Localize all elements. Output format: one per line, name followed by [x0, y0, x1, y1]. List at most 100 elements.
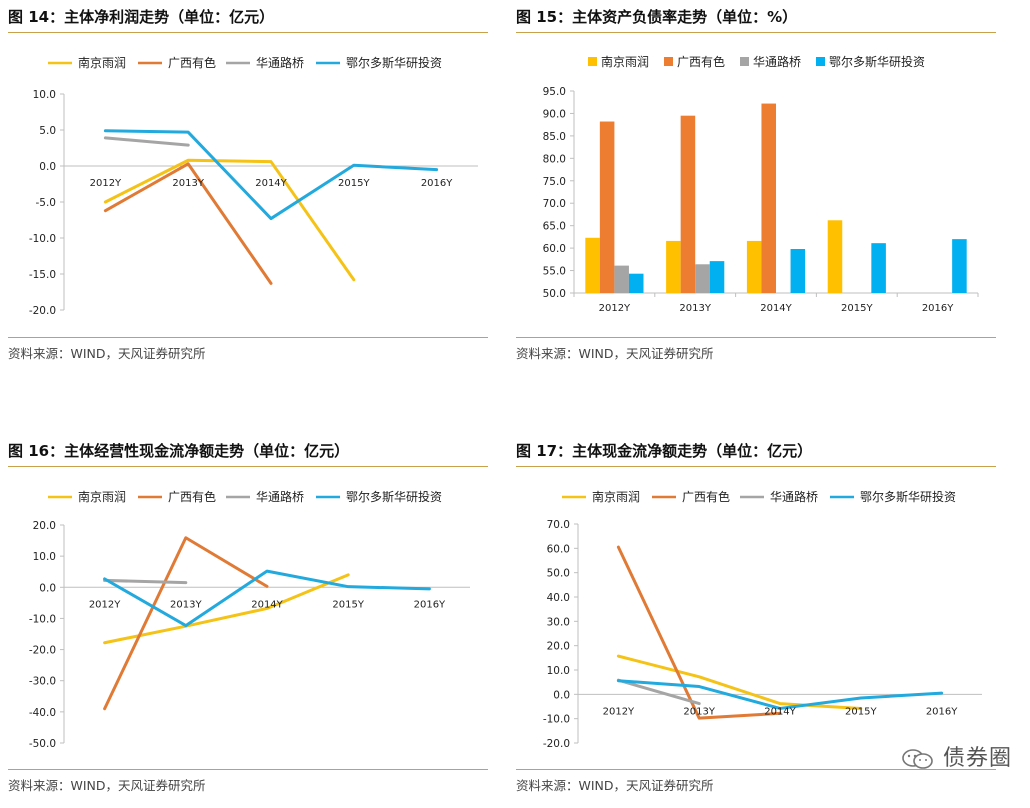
panel-fig15: 图 15：主体资产负债率走势（单位：%） 南京雨润 广西有色 华通路桥 鄂尔多斯华研投…	[516, 4, 996, 374]
y-tick-label: 65.0	[543, 221, 566, 233]
legend-label: 华通路桥	[770, 489, 818, 504]
legend-item: 南京雨润	[48, 489, 126, 504]
legend-item: 华通路桥	[226, 489, 304, 504]
panel-fig14: 图 14：主体净利润走势（单位：亿元） 南京雨润 广西有色 华通路桥 鄂尔多斯华研投资…	[8, 4, 488, 374]
legend-item: 华通路桥	[740, 489, 818, 504]
x-tick-label: 2014Y	[764, 706, 796, 717]
watermark: 债券圈	[901, 740, 1012, 772]
legend-swatch	[664, 57, 673, 66]
legend-item: 华通路桥	[226, 55, 304, 70]
y-tick-label: -20.0	[543, 738, 570, 750]
panel-title: 图 15：主体资产负债率走势（单位：%）	[516, 4, 996, 33]
x-tick-label: 2013Y	[170, 599, 202, 610]
legend-swatch	[816, 57, 825, 66]
series-line	[103, 129, 439, 221]
wechat-icon	[902, 749, 933, 769]
legend-label: 南京雨润	[592, 489, 640, 504]
y-tick-label: 10.0	[33, 89, 56, 101]
bar	[761, 103, 776, 294]
y-tick-label: 50.0	[547, 568, 570, 580]
panel-title: 图 17：主体现金流净额走势（单位：亿元）	[516, 438, 996, 467]
y-tick-label: -10.0	[29, 613, 56, 625]
chart-fig16: 南京雨润 广西有色 华通路桥 鄂尔多斯华研投资 20.0 10.0 0.0 -10.0 -20.…	[29, 489, 470, 750]
source-note: 资料来源：WIND，天风证券研究所	[516, 778, 714, 793]
chart-fig14: 南京雨润 广西有色 华通路桥 鄂尔多斯华研投资 10.0 5.0 0.0 -5.0 -10.0 -…	[29, 55, 478, 317]
legend-item: 鄂尔多斯华研投资	[316, 55, 442, 70]
series-line	[103, 158, 356, 282]
source-note: 资料来源：WIND，天风证券研究所	[8, 346, 206, 361]
panel-fig17: 图 17：主体现金流净额走势（单位：亿元） 南京雨润 广西有色 华通路桥 鄂尔多斯华研…	[516, 438, 996, 808]
legend-label: 鄂尔多斯华研投资	[860, 489, 956, 504]
series-line	[616, 678, 701, 706]
chart-fig17: 南京雨润 广西有色 华通路桥 鄂尔多斯华研投资 70.0 60.0 50.0 40.0 30.0…	[543, 489, 982, 750]
y-tick-label: -15.0	[29, 269, 56, 281]
x-tick-label: 2013Y	[172, 178, 204, 189]
legend-item: 南京雨润	[562, 489, 640, 504]
bar	[871, 243, 886, 293]
legend-label: 南京雨润	[78, 489, 126, 504]
source-note: 资料来源：WIND，天风证券研究所	[516, 346, 714, 361]
series-line	[103, 136, 190, 147]
legend-label: 南京雨润	[601, 54, 649, 69]
legend-label: 华通路桥	[256, 489, 304, 504]
legend-item: 华通路桥	[740, 54, 801, 69]
legend-label: 广西有色	[168, 490, 216, 504]
series-line	[616, 679, 944, 710]
y-tick-label: 60.0	[543, 243, 566, 255]
watermark-text: 债券圈	[942, 746, 1012, 771]
y-tick-label: 0.0	[39, 161, 56, 173]
bar	[614, 265, 629, 293]
bar	[666, 240, 681, 293]
legend-label: 华通路桥	[753, 54, 801, 69]
panel-title: 图 16：主体经营性现金流净额走势（单位：亿元）	[8, 438, 488, 467]
legend-label: 广西有色	[682, 490, 730, 504]
x-tick-label: 2014Y	[251, 599, 283, 610]
divider	[516, 769, 996, 770]
x-tick-label: 2014Y	[255, 178, 287, 189]
y-tick-label: 90.0	[543, 108, 566, 120]
legend-item: 广西有色	[652, 490, 730, 504]
bar	[695, 264, 710, 293]
divider	[8, 769, 488, 770]
y-tick-label: -10.0	[543, 714, 570, 726]
y-tick-label: -10.0	[29, 233, 56, 245]
x-tick-label: 2015Y	[845, 706, 877, 717]
x-tick-label: 2013Y	[679, 303, 711, 314]
legend-label: 华通路桥	[256, 55, 304, 70]
y-tick-label: -40.0	[29, 707, 56, 719]
divider	[8, 337, 488, 338]
legend-item: 广西有色	[138, 490, 216, 504]
y-tick-label: 30.0	[547, 616, 570, 628]
legend-label: 广西有色	[168, 56, 216, 70]
panel-fig16: 图 16：主体经营性现金流净额走势（单位：亿元） 南京雨润 广西有色 华通路桥 鄂尔多…	[8, 438, 488, 808]
legend-label: 南京雨润	[78, 55, 126, 70]
y-tick-label: 50.0	[543, 288, 566, 300]
x-tick-label: 2012Y	[89, 599, 121, 610]
legend-swatch	[740, 57, 749, 66]
divider	[516, 337, 996, 338]
bar	[599, 121, 615, 293]
series-line	[103, 578, 188, 585]
x-tick-label: 2016Y	[926, 706, 958, 717]
bar	[628, 273, 644, 293]
legend-item: 鄂尔多斯华研投资	[830, 489, 956, 504]
y-tick-label: -5.0	[36, 197, 57, 209]
series-line	[103, 162, 273, 285]
y-tick-label: -20.0	[29, 645, 56, 657]
y-tick-label: 40.0	[547, 592, 570, 604]
series-line	[103, 573, 350, 645]
legend-label: 鄂尔多斯华研投资	[346, 489, 442, 504]
bar	[746, 240, 762, 293]
series-line	[616, 654, 863, 710]
y-tick-label: 80.0	[543, 153, 566, 165]
x-tick-label: 2015Y	[338, 178, 370, 189]
y-tick-label: 95.0	[543, 86, 566, 98]
x-tick-label: 2012Y	[90, 178, 122, 189]
legend-item: 广西有色	[664, 55, 725, 69]
y-tick-label: -30.0	[29, 676, 56, 688]
y-tick-label: 55.0	[543, 266, 566, 278]
y-tick-label: 20.0	[547, 641, 570, 653]
bar	[585, 237, 600, 293]
x-tick-label: 2016Y	[414, 599, 446, 610]
series-line	[103, 569, 431, 628]
